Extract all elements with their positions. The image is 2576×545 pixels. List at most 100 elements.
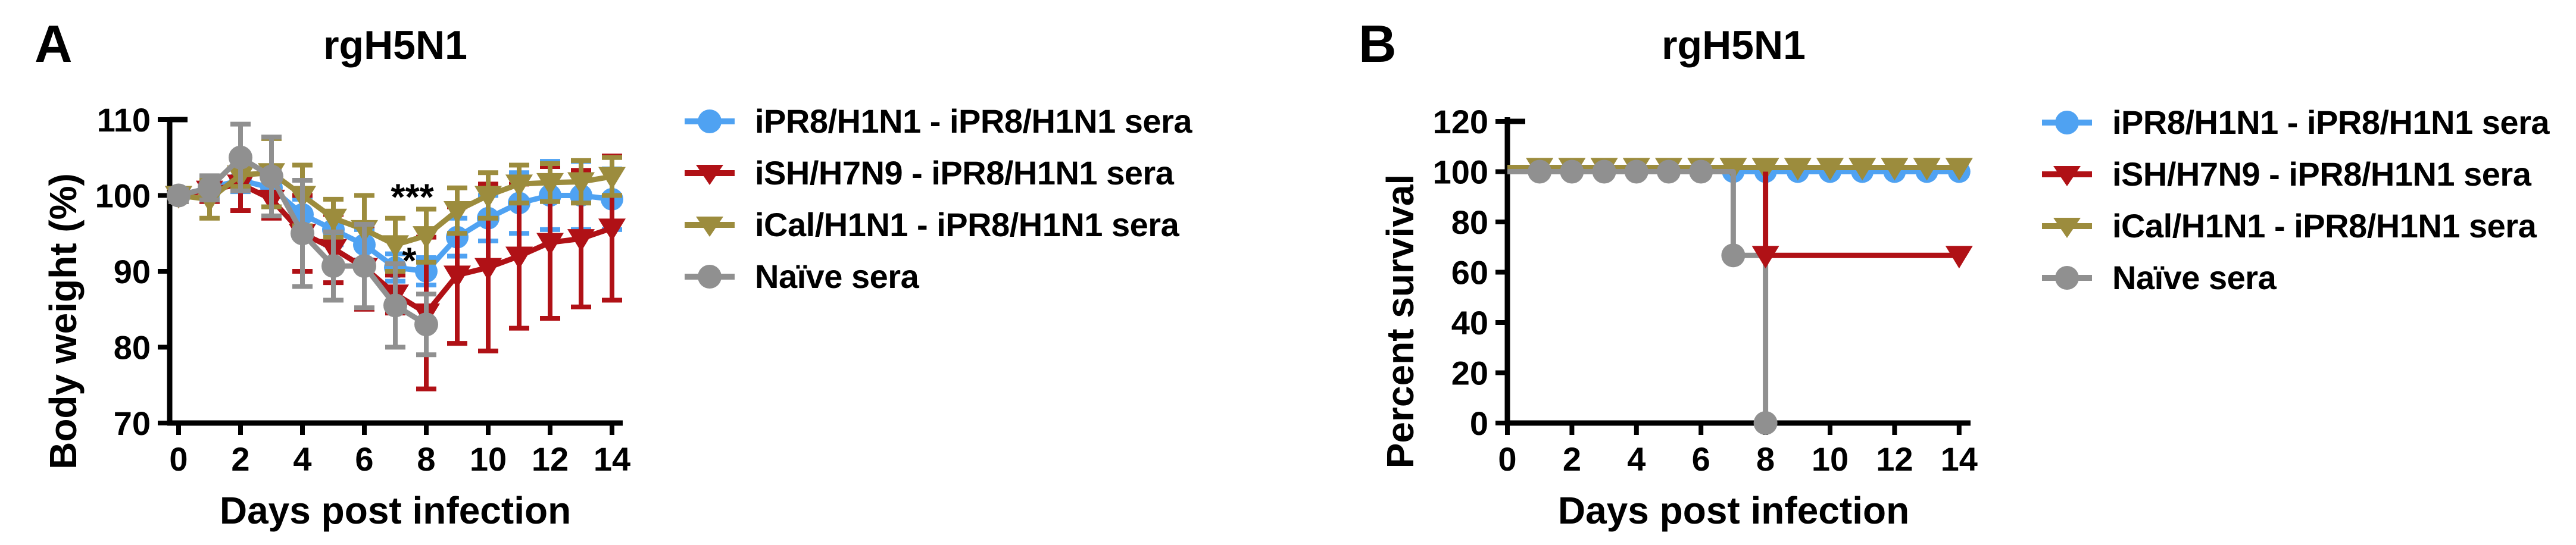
data-point-triangle bbox=[1751, 246, 1779, 269]
data-point-circle bbox=[1721, 243, 1746, 268]
data-point-triangle bbox=[444, 265, 471, 289]
data-point-triangle bbox=[1945, 246, 1973, 269]
data-point-triangle bbox=[1881, 158, 1909, 181]
legend-item-label: Naïve sera bbox=[755, 258, 919, 295]
data-point-circle bbox=[1624, 159, 1648, 184]
data-point-triangle bbox=[1913, 158, 1941, 181]
x-tick-label: 6 bbox=[1692, 440, 1710, 478]
y-tick-label: 100 bbox=[1433, 154, 1488, 191]
data-point-circle bbox=[321, 254, 345, 278]
data-point-triangle bbox=[474, 258, 502, 281]
x-tick-label: 6 bbox=[355, 440, 373, 478]
legend-a: iPR8/H1N1 - iPR8/H1N1 sera iSH/H7N9 - iP… bbox=[685, 95, 1192, 302]
data-point-triangle bbox=[536, 233, 564, 256]
data-point-triangle bbox=[382, 235, 409, 258]
legend-marker-triangle-icon bbox=[2042, 165, 2092, 186]
y-tick-label: 80 bbox=[1451, 203, 1488, 241]
data-point-circle bbox=[1657, 159, 1681, 184]
chart-b-y-axis-label: Percent survival bbox=[1379, 174, 1422, 469]
legend-marker-circle-icon bbox=[2042, 110, 2092, 134]
x-tick-label: 8 bbox=[417, 440, 435, 478]
data-point-triangle bbox=[567, 229, 595, 252]
data-point-triangle bbox=[320, 208, 347, 231]
legend-marker-triangle-icon bbox=[2042, 217, 2092, 238]
x-tick-label: 12 bbox=[1876, 440, 1913, 478]
legend-item-label: iSH/H7N9 - iPR8/H1N1 sera bbox=[2112, 155, 2531, 193]
data-point-triangle bbox=[444, 201, 471, 224]
data-point-triangle bbox=[1751, 158, 1779, 181]
x-tick-label: 14 bbox=[1941, 440, 1978, 478]
x-tick-label: 0 bbox=[169, 440, 188, 478]
y-tick-label: 80 bbox=[114, 329, 151, 367]
chart-a-y-axis-label: Body weight (%) bbox=[42, 173, 85, 469]
data-point-circle bbox=[1592, 159, 1616, 184]
data-point-circle bbox=[291, 221, 314, 246]
legend-item: iCal/H1N1 - iPR8/H1N1 sera bbox=[685, 199, 1192, 250]
legend-marker-triangle-icon bbox=[685, 216, 735, 237]
chart-b-title: rgH5N1 bbox=[1662, 23, 1806, 68]
data-point-triangle bbox=[505, 246, 533, 270]
data-point-triangle bbox=[598, 218, 626, 242]
legend-marker-circle-icon bbox=[2042, 265, 2092, 290]
legend-marker-circle-icon bbox=[685, 109, 735, 133]
y-tick-label: 20 bbox=[1451, 355, 1488, 392]
legend-item: iPR8/H1N1 - iPR8/H1N1 sera bbox=[2042, 96, 2550, 148]
data-point-circle bbox=[1753, 411, 1778, 435]
y-tick-label: 110 bbox=[97, 101, 151, 139]
data-point-circle bbox=[229, 145, 252, 170]
data-point-triangle bbox=[1849, 158, 1876, 181]
legend-item-label: iPR8/H1N1 - iPR8/H1N1 sera bbox=[755, 102, 1192, 140]
x-tick-label: 4 bbox=[293, 440, 311, 478]
legend-item-label: iSH/H7N9 - iPR8/H1N1 sera bbox=[755, 154, 1174, 192]
x-tick-label: 4 bbox=[1627, 440, 1645, 478]
data-point-triangle bbox=[413, 226, 440, 249]
legend-item-label: iPR8/H1N1 - iPR8/H1N1 sera bbox=[2112, 104, 2550, 141]
y-tick-label: 70 bbox=[114, 405, 151, 442]
x-tick-label: 10 bbox=[470, 440, 507, 478]
x-tick-label: 0 bbox=[1498, 440, 1516, 478]
legend-item: iCal/H1N1 - iPR8/H1N1 sera bbox=[2042, 200, 2549, 252]
series-iSH/H7N9 - iPR8/H1N1 sera bbox=[1751, 171, 1973, 269]
data-point-circle bbox=[1560, 159, 1584, 184]
data-point-triangle bbox=[505, 174, 533, 198]
significance-annotation: *** bbox=[391, 177, 434, 218]
chart-a-x-axis-label: Days post infection bbox=[219, 489, 572, 532]
y-tick-label: 90 bbox=[114, 253, 151, 290]
data-point-circle bbox=[1689, 159, 1713, 184]
x-tick-label: 2 bbox=[231, 440, 249, 478]
panel-b-label: B bbox=[1359, 14, 1397, 73]
y-tick-label: 120 bbox=[1433, 103, 1488, 140]
legend-item-label: Naïve sera bbox=[2112, 259, 2277, 296]
data-point-circle bbox=[167, 183, 191, 208]
legend-item: iSH/H7N9 - iPR8/H1N1 sera bbox=[685, 147, 1192, 199]
x-tick-label: 12 bbox=[532, 440, 569, 478]
legend-item: Naïve sera bbox=[2042, 252, 2549, 303]
x-tick-label: 8 bbox=[1756, 440, 1775, 478]
legend-item-label: iCal/H1N1 - iPR8/H1N1 sera bbox=[755, 206, 1179, 243]
data-point-triangle bbox=[1784, 158, 1812, 181]
significance-annotation: * bbox=[402, 240, 417, 281]
x-tick-label: 10 bbox=[1812, 440, 1849, 478]
data-point-triangle bbox=[474, 186, 502, 209]
panel-a-label: A bbox=[35, 14, 73, 73]
legend-item-label: iCal/H1N1 - iPR8/H1N1 sera bbox=[2112, 207, 2537, 245]
series-Naïve sera bbox=[167, 121, 438, 358]
axes: 0 20 40 60 80 100 120 0 2 4 6 8 10 12 14 bbox=[1433, 103, 1978, 478]
data-point-circle bbox=[352, 254, 376, 278]
data-point-triangle bbox=[567, 172, 595, 195]
chart-a-title: rgH5N1 bbox=[323, 23, 467, 68]
data-point-circle bbox=[1528, 159, 1552, 184]
data-point-circle bbox=[383, 293, 407, 318]
legend-b: iPR8/H1N1 - iPR8/H1N1 sera iSH/H7N9 - iP… bbox=[2042, 96, 2550, 303]
data-point-triangle bbox=[598, 167, 626, 190]
legend-marker-triangle-icon bbox=[685, 164, 735, 185]
series-Naïve sera bbox=[1507, 159, 1778, 435]
legend-marker-circle-icon bbox=[685, 264, 735, 289]
data-point-triangle bbox=[1945, 158, 1973, 181]
data-point-triangle bbox=[536, 173, 564, 196]
chart-b-x-axis-label: Days post infection bbox=[1557, 489, 1910, 532]
axes: 70 80 90 100 110 0 2 4 6 8 10 12 14 bbox=[95, 101, 631, 478]
x-tick-label: 14 bbox=[594, 440, 630, 478]
